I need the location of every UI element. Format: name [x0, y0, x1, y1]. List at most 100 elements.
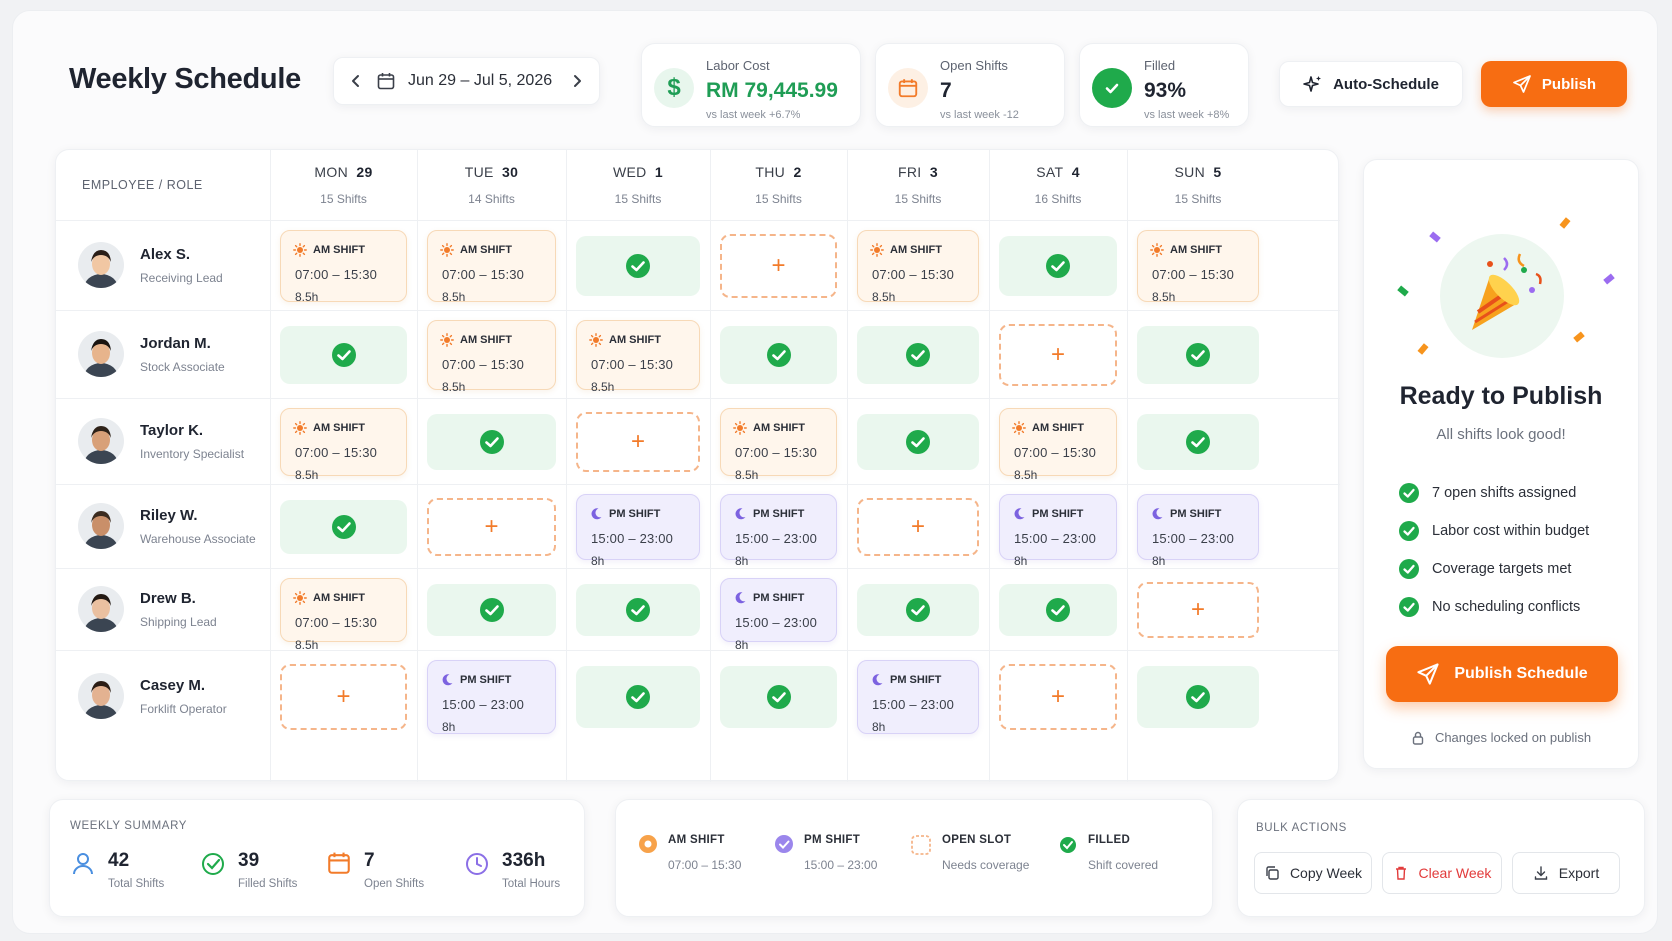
shift-hours: 8.5h: [295, 468, 319, 482]
open-slot-cell[interactable]: +: [280, 664, 407, 730]
legend-pm: PM SHIFT 15:00 – 23:00: [774, 834, 877, 872]
employee-row-header: Casey M. Forklift Operator: [78, 673, 227, 719]
summary-total-shifts: 42 Total Shifts: [70, 850, 164, 890]
filled-cell[interactable]: [999, 236, 1117, 296]
open-slot-cell[interactable]: +: [999, 664, 1117, 730]
shift-hours: 8.5h: [442, 290, 466, 304]
filled-cell[interactable]: [280, 500, 407, 554]
legend-desc: Shift covered: [1088, 858, 1159, 872]
filled-cell[interactable]: [1137, 326, 1259, 384]
open-slot-cell[interactable]: +: [857, 498, 979, 556]
shift-am-card[interactable]: AM SHIFT 07:00 – 15:30 8.5h: [857, 230, 979, 304]
day-number: 3: [929, 164, 938, 180]
shift-hours: 8.5h: [1014, 468, 1038, 482]
filled-cell[interactable]: [427, 584, 556, 636]
filled-cell[interactable]: [576, 236, 700, 296]
filled-cell[interactable]: [427, 414, 556, 470]
shift-am-card[interactable]: AM SHIFT 07:00 – 15:30 8.5h: [999, 408, 1117, 482]
summary-total-hours: 336h Total Hours: [464, 850, 560, 890]
filled-cell[interactable]: [720, 666, 837, 728]
shift-pm-card[interactable]: PM SHIFT 15:00 – 23:00 8h: [720, 578, 837, 652]
shift-am-card[interactable]: AM SHIFT 07:00 – 15:30 8.5h: [280, 408, 407, 482]
filled-cell[interactable]: [576, 584, 700, 636]
open-slot-cell[interactable]: +: [720, 234, 837, 298]
check-circle-icon: [331, 515, 356, 539]
shift-pm-card[interactable]: PM SHIFT 15:00 – 23:00 8h: [857, 660, 979, 734]
legend-filled: FILLED Shift covered: [1058, 834, 1158, 872]
clear-week-label: Clear Week: [1418, 865, 1492, 881]
open-slot-cell[interactable]: +: [576, 412, 700, 472]
shift-label: PM SHIFT: [753, 592, 805, 604]
shift-time: 07:00 – 15:30: [872, 267, 955, 282]
shift-hours: 8h: [1014, 554, 1028, 568]
filled-cell[interactable]: [999, 584, 1117, 636]
chevron-right-icon[interactable]: [569, 73, 585, 89]
sun-icon: [733, 421, 747, 435]
moon-icon: [442, 674, 453, 686]
shift-pm-card[interactable]: PM SHIFT 15:00 – 23:00 8h: [720, 494, 837, 568]
employee-name: Taylor K.: [140, 421, 204, 439]
auto-schedule-label: Auto-Schedule: [1333, 75, 1439, 93]
calendar-icon: [326, 850, 352, 890]
publish-schedule-button[interactable]: Publish Schedule: [1386, 646, 1618, 702]
filled-cell[interactable]: [857, 584, 979, 636]
open-slot-cell[interactable]: +: [427, 498, 556, 556]
filled-cell[interactable]: [280, 326, 407, 384]
send-icon: [1512, 74, 1532, 94]
employee-role: Forklift Operator: [140, 701, 227, 716]
open-slot-cell[interactable]: +: [999, 324, 1117, 386]
shift-hours: 8.5h: [735, 468, 759, 482]
open-slot-cell[interactable]: +: [1137, 582, 1259, 638]
filled-cell[interactable]: [720, 326, 837, 384]
shift-am-card[interactable]: AM SHIFT 07:00 – 15:30 8.5h: [280, 578, 407, 652]
ready-check-item: No scheduling conflicts: [1398, 596, 1580, 618]
user-icon: [70, 850, 96, 890]
export-button[interactable]: Export: [1512, 852, 1620, 894]
filled-cell[interactable]: [576, 666, 700, 728]
employee-role: Warehouse Associate: [140, 531, 256, 546]
clear-week-button[interactable]: Clear Week: [1382, 852, 1502, 894]
filled-cell[interactable]: [1137, 666, 1259, 728]
shift-am-card[interactable]: AM SHIFT 07:00 – 15:30 8.5h: [427, 230, 556, 304]
day-shift-count: 15 Shifts: [1174, 192, 1222, 206]
shift-label: AM SHIFT: [609, 334, 661, 346]
avatar: [78, 242, 124, 288]
check-circle-icon: [626, 598, 650, 622]
auto-schedule-button[interactable]: Auto-Schedule: [1279, 61, 1463, 107]
lock-icon: [1411, 731, 1425, 745]
shift-am-card[interactable]: AM SHIFT 07:00 – 15:30 8.5h: [280, 230, 407, 304]
shift-pm-card[interactable]: PM SHIFT 15:00 – 23:00 8h: [1137, 494, 1259, 568]
stat-sub: vs last week +6.7%: [706, 109, 801, 121]
chevron-left-icon[interactable]: [348, 73, 364, 89]
sun-icon: [638, 834, 658, 872]
day-header: FRI 3 15 Shifts: [847, 164, 989, 206]
shift-am-card[interactable]: AM SHIFT 07:00 – 15:30 8.5h: [1137, 230, 1259, 304]
stat-label: Open Shifts: [940, 58, 1008, 73]
day-number: 4: [1071, 164, 1080, 180]
filled-cell[interactable]: [857, 326, 979, 384]
sun-icon: [440, 243, 454, 257]
ready-check-item: 7 open shifts assigned: [1398, 482, 1576, 504]
shift-pm-card[interactable]: PM SHIFT 15:00 – 23:00 8h: [999, 494, 1117, 568]
shift-pm-card[interactable]: PM SHIFT 15:00 – 23:00 8h: [427, 660, 556, 734]
shift-pm-card[interactable]: PM SHIFT 15:00 – 23:00 8h: [576, 494, 700, 568]
shift-time: 07:00 – 15:30: [295, 267, 378, 282]
filled-cell[interactable]: [857, 414, 979, 470]
summary-label: Total Shifts: [108, 878, 165, 890]
plus-icon: +: [484, 513, 499, 540]
ready-subtitle: All shifts look good!: [1436, 426, 1566, 443]
shift-am-card[interactable]: AM SHIFT 07:00 – 15:30 8.5h: [576, 320, 700, 394]
avatar: [78, 586, 124, 632]
check-circle-icon: [766, 343, 791, 367]
shift-am-card[interactable]: AM SHIFT 07:00 – 15:30 8.5h: [427, 320, 556, 394]
publish-label: Publish: [1541, 75, 1597, 93]
plus-icon: +: [1050, 341, 1065, 368]
copy-week-button[interactable]: Copy Week: [1254, 852, 1372, 894]
shift-am-card[interactable]: AM SHIFT 07:00 – 15:30 8.5h: [720, 408, 837, 482]
page-title: Weekly Schedule: [69, 63, 301, 95]
shift-time: 07:00 – 15:30: [735, 445, 818, 460]
shift-label: AM SHIFT: [1032, 422, 1084, 434]
publish-button[interactable]: Publish: [1481, 61, 1627, 107]
filled-cell[interactable]: [1137, 414, 1259, 470]
date-range-picker[interactable]: Jun 29 – Jul 5, 2026: [333, 57, 600, 105]
